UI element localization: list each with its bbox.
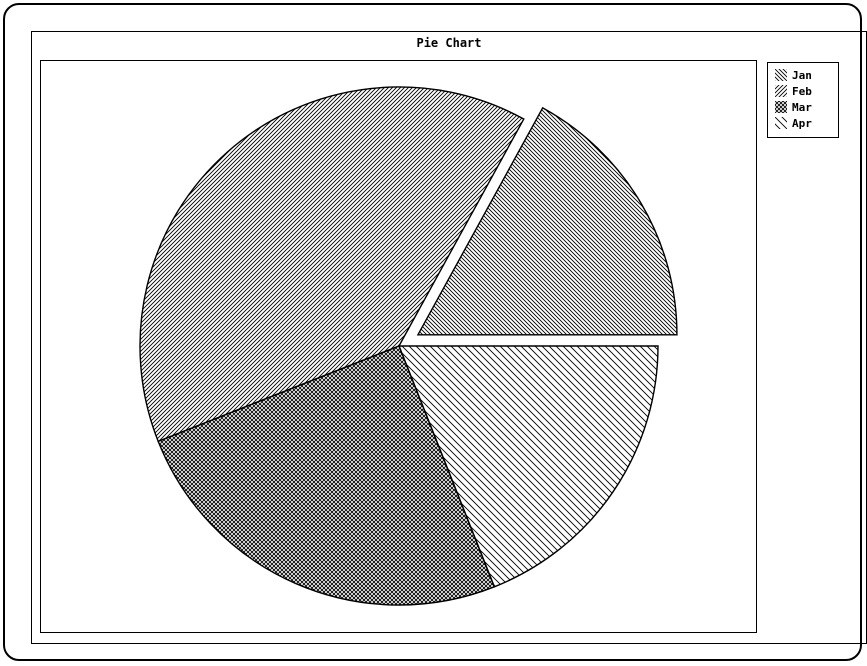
legend-swatch-feb xyxy=(775,85,787,97)
legend-label-apr: Apr xyxy=(792,116,812,130)
legend-item-feb: Feb xyxy=(775,84,812,98)
legend-swatch-jan xyxy=(775,69,787,81)
legend-swatch-mar xyxy=(775,101,787,113)
legend-label-mar: Mar xyxy=(792,100,812,114)
pie-slice-mar xyxy=(157,345,496,606)
legend-label-jan: Jan xyxy=(792,68,812,82)
legend-swatch-apr xyxy=(775,117,787,129)
legend-label-feb: Feb xyxy=(792,84,812,98)
pie-slice-jan xyxy=(416,106,678,336)
legend: Jan Feb Mar Apr xyxy=(767,62,839,138)
chart-title: Pie Chart xyxy=(416,36,482,50)
pie-slice-feb xyxy=(139,86,525,443)
pie-slice-apr xyxy=(397,345,659,588)
legend-item-apr: Apr xyxy=(775,116,812,130)
legend-item-jan: Jan xyxy=(775,68,812,82)
legend-item-mar: Mar xyxy=(775,100,812,114)
plot-area xyxy=(40,60,757,633)
